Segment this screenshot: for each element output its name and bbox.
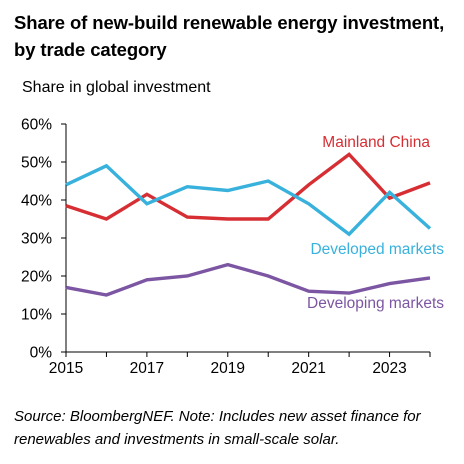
y-tick-label: 60% (21, 117, 52, 134)
series-label-developing-markets: Developing markets (307, 295, 444, 312)
series-label-mainland-china: Mainland China (322, 134, 430, 151)
y-tick-label: 40% (21, 193, 52, 210)
x-tick-label: 2019 (211, 360, 245, 377)
x-tick-label: 2017 (130, 360, 164, 377)
y-tick-label: 10% (21, 307, 52, 324)
chart-title: Share of new-build renewable energy inve… (14, 12, 445, 60)
series-line-mainland-china (65, 152, 431, 221)
y-axis-label: Share in global investment (22, 79, 211, 96)
y-tick-label: 30% (21, 231, 52, 248)
y-tick-label: 20% (21, 269, 52, 286)
y-tick-label: 0% (30, 345, 53, 362)
series-line-developing-markets (65, 262, 431, 297)
x-tick-label: 2021 (291, 360, 325, 377)
x-tick-label: 2015 (49, 360, 83, 377)
series-label-developed-markets: Developed markets (310, 241, 444, 258)
source-note: Source: BloombergNEF. Note: Includes new… (14, 408, 421, 448)
y-tick-label: 50% (21, 155, 52, 172)
series-line-developed-markets (65, 163, 432, 237)
x-tick-label: 2023 (372, 360, 406, 377)
